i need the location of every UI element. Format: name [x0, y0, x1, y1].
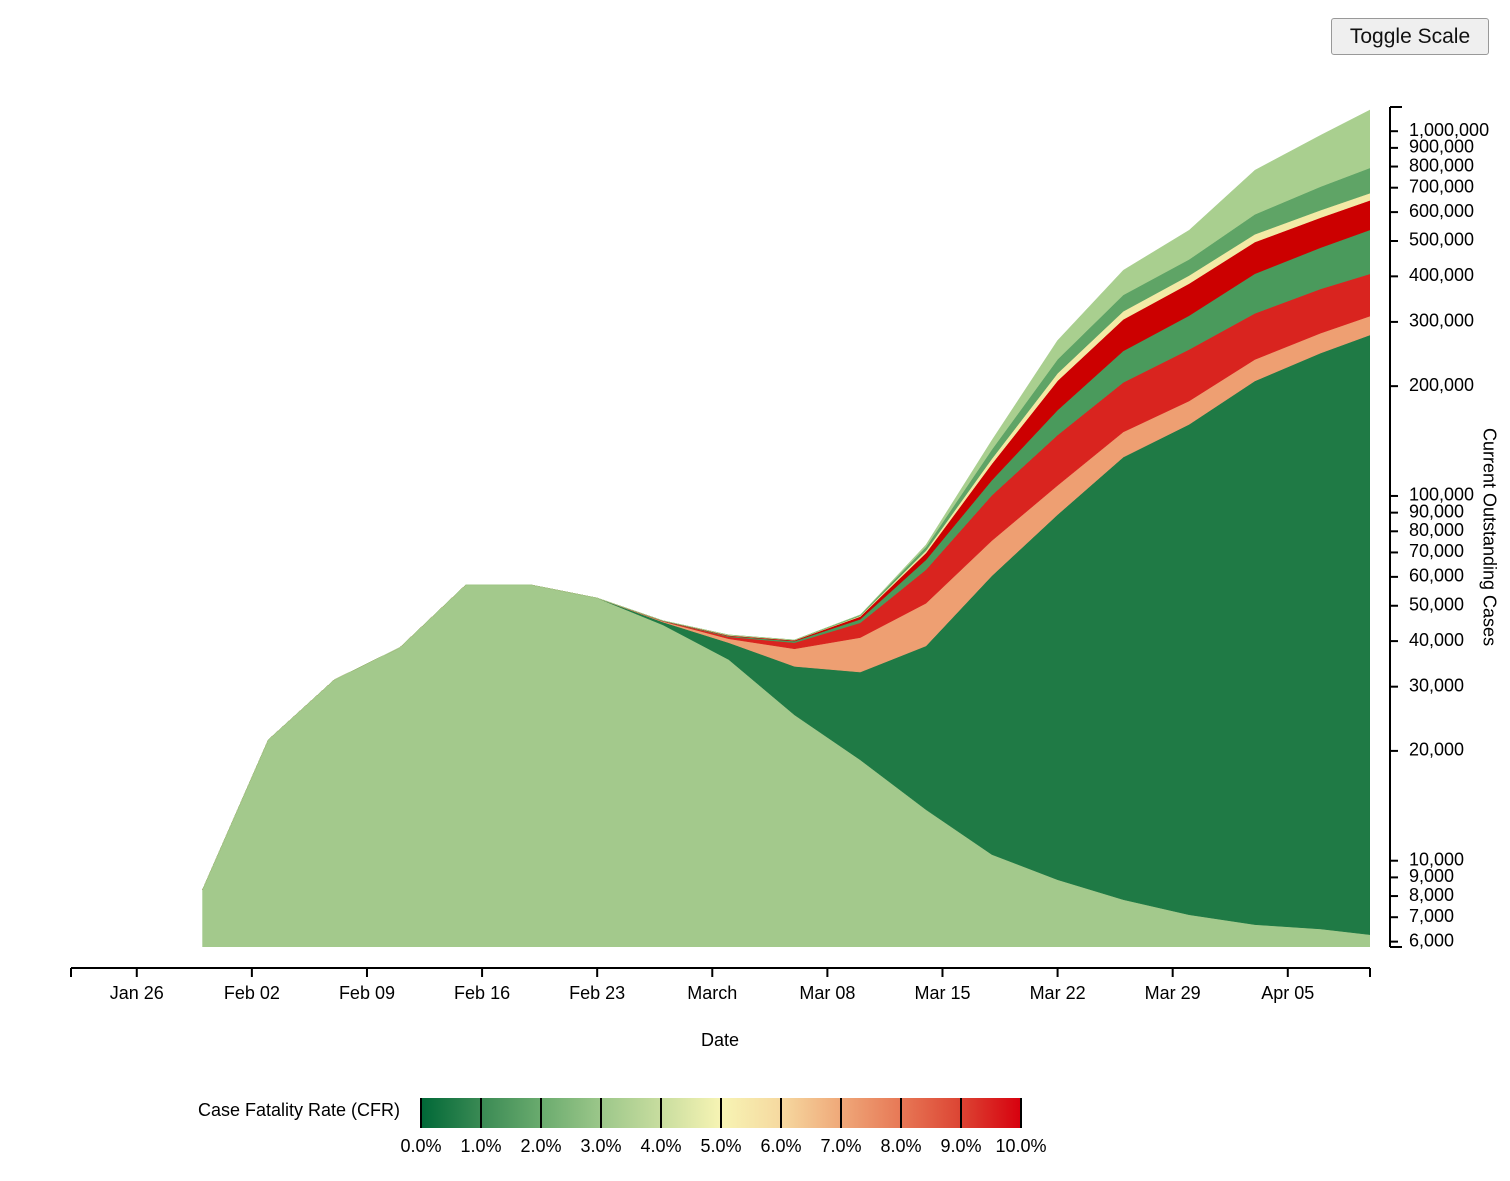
colorbar-tick-label: 10.0%: [995, 1136, 1046, 1156]
colorbar-tick-label: 6.0%: [760, 1136, 801, 1156]
x-tick-label: Feb 02: [224, 983, 280, 1003]
area-layer: [202, 109, 1370, 890]
y-tick-label: 40,000: [1409, 630, 1464, 650]
toggle-scale-button[interactable]: Toggle Scale: [1331, 18, 1489, 55]
colorbar-tick-label: 2.0%: [520, 1136, 561, 1156]
x-tick-label: March: [687, 983, 737, 1003]
x-tick-label: Feb 09: [339, 983, 395, 1003]
colorbar-tick-label: 8.0%: [880, 1136, 921, 1156]
y-tick-label: 6,000: [1409, 930, 1454, 950]
x-tick-label: Apr 05: [1261, 983, 1314, 1003]
y-tick-label: 1,000,000: [1409, 120, 1489, 140]
x-tick-label: Mar 15: [914, 983, 970, 1003]
y-tick-label: 800,000: [1409, 155, 1474, 175]
colorbar-tick-label: 3.0%: [580, 1136, 621, 1156]
x-tick-label: Mar 29: [1145, 983, 1201, 1003]
areas: [202, 109, 1370, 947]
colorbar-tick-label: 5.0%: [700, 1136, 741, 1156]
colorbar-title: Case Fatality Rate (CFR): [198, 1100, 400, 1120]
x-tick-label: Mar 22: [1030, 983, 1086, 1003]
x-tick-label: Jan 26: [110, 983, 164, 1003]
x-tick-label: Feb 16: [454, 983, 510, 1003]
y-tick-label: 9,000: [1409, 866, 1454, 886]
y-tick-label: 20,000: [1409, 740, 1464, 760]
y-tick-label: 30,000: [1409, 675, 1464, 695]
colorbar-tick-label: 1.0%: [460, 1136, 501, 1156]
y-tick-label: 50,000: [1409, 595, 1464, 615]
y-tick-label: 700,000: [1409, 176, 1474, 196]
y-tick-label: 80,000: [1409, 520, 1464, 540]
y-tick-label: 60,000: [1409, 566, 1464, 586]
x-axis-label: Date: [701, 1030, 739, 1050]
y-tick-label: 600,000: [1409, 201, 1474, 221]
y-tick-label: 100,000: [1409, 485, 1474, 505]
colorbar-tick-label: 9.0%: [940, 1136, 981, 1156]
y-tick-label: 7,000: [1409, 906, 1454, 926]
y-tick-label: 400,000: [1409, 265, 1474, 285]
y-tick-label: 300,000: [1409, 311, 1474, 331]
x-tick-label: Feb 23: [569, 983, 625, 1003]
y-tick-label: 70,000: [1409, 541, 1464, 561]
colorbar-tick-label: 0.0%: [400, 1136, 441, 1156]
y-tick-label: 8,000: [1409, 885, 1454, 905]
y-axis-label: Current Outstanding Cases: [1479, 428, 1499, 646]
y-tick-label: 200,000: [1409, 375, 1474, 395]
y-tick-label: 900,000: [1409, 137, 1474, 157]
y-tick-label: 500,000: [1409, 230, 1474, 250]
x-tick-label: Mar 08: [799, 983, 855, 1003]
y-tick-label: 10,000: [1409, 849, 1464, 869]
colorbar-tick-label: 7.0%: [820, 1136, 861, 1156]
y-tick-label: 90,000: [1409, 501, 1464, 521]
colorbar-tick-label: 4.0%: [640, 1136, 681, 1156]
